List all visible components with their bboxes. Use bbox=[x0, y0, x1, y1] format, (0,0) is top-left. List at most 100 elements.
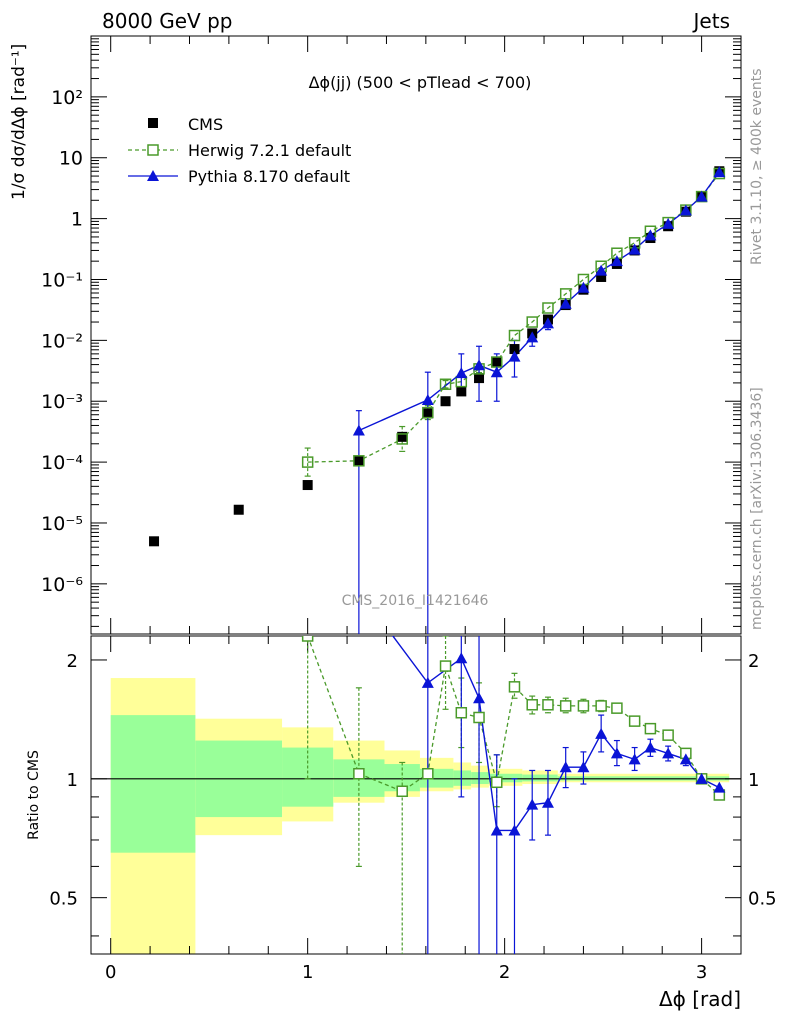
inner-band bbox=[522, 774, 558, 782]
x-axis-label: Δϕ [rad] bbox=[659, 987, 741, 1011]
herwig-ratio-point bbox=[301, 636, 314, 642]
herwig-point bbox=[422, 406, 434, 419]
pythia-ratio-point bbox=[490, 824, 503, 836]
legend-marker-herwig bbox=[147, 144, 159, 156]
inner-band bbox=[471, 772, 489, 785]
cms-point bbox=[596, 271, 607, 282]
ratio-tick-label-right: 2 bbox=[748, 651, 759, 672]
cms-point bbox=[353, 455, 364, 466]
pythia-ratio-point bbox=[595, 727, 608, 739]
herwig-point bbox=[396, 433, 408, 445]
herwig-point bbox=[455, 375, 468, 388]
herwig-ratio-point bbox=[526, 699, 538, 711]
process-label: Jets bbox=[692, 9, 730, 33]
x-tick-label: 1 bbox=[302, 962, 313, 983]
y-tick-label: 10⁻⁵ bbox=[41, 513, 83, 535]
cms-point bbox=[440, 396, 451, 407]
pythia-ratio-point bbox=[610, 747, 623, 759]
main-series bbox=[149, 166, 726, 634]
ratio-series bbox=[301, 636, 726, 954]
pythia-line bbox=[358, 171, 720, 432]
pythia-point bbox=[595, 264, 608, 276]
herwig-point bbox=[542, 302, 554, 314]
herwig-point bbox=[559, 288, 572, 300]
legend: CMS Herwig 7.2.1 default Pythia 8.170 de… bbox=[128, 115, 351, 186]
herwig-point bbox=[439, 378, 452, 391]
legend-label-cms: CMS bbox=[188, 115, 223, 134]
herwig-ratio-point bbox=[595, 700, 607, 712]
cms-point bbox=[509, 344, 520, 355]
pythia-ratio-point bbox=[679, 753, 692, 765]
legend-marker-pythia bbox=[147, 170, 159, 181]
pythia-ratio-point bbox=[644, 741, 657, 753]
ratio-axis-ticks bbox=[91, 636, 741, 954]
ratio-y-axis-label: Ratio to CMS bbox=[26, 750, 42, 840]
pythia-ratio-point bbox=[695, 772, 708, 784]
pythia-ratio-point bbox=[526, 798, 539, 810]
herwig-ratio-point bbox=[662, 729, 674, 741]
y-tick-label: 10⁻¹ bbox=[41, 269, 83, 291]
pythia-point bbox=[628, 243, 641, 255]
herwig-ratio-point bbox=[455, 707, 468, 719]
cms-point bbox=[302, 480, 313, 491]
ratio-tick-label: 2 bbox=[67, 651, 78, 672]
pythia-point bbox=[490, 366, 503, 378]
y-tick-label: 10⁻⁶ bbox=[41, 574, 83, 596]
herwig-ratio-point bbox=[473, 711, 485, 724]
collision-label: 8000 GeV pp bbox=[102, 9, 233, 33]
x-tick-label: 0 bbox=[105, 962, 116, 983]
pythia-point bbox=[541, 317, 554, 329]
herwig-ratio-point bbox=[353, 767, 365, 780]
inner-band bbox=[110, 715, 196, 853]
pythia-point bbox=[473, 359, 486, 371]
herwig-point bbox=[301, 456, 314, 468]
y-tick-label: 10² bbox=[51, 87, 83, 109]
pythia-point bbox=[352, 424, 365, 436]
cms-point bbox=[233, 504, 244, 515]
pythia-point bbox=[526, 331, 539, 343]
legend-label-pythia: Pythia 8.170 default bbox=[188, 167, 350, 186]
pythia-ratio-point bbox=[473, 692, 486, 704]
x-tick-label: 2 bbox=[499, 962, 510, 983]
pythia-point bbox=[644, 229, 657, 241]
legend-label-herwig: Herwig 7.2.1 default bbox=[188, 141, 351, 160]
pythia-point bbox=[662, 217, 675, 229]
herwig-ratio-point bbox=[396, 785, 408, 798]
y-tick-label: 10 bbox=[59, 148, 83, 170]
pythia-point bbox=[559, 297, 572, 309]
pythia-ratio-point bbox=[508, 824, 521, 836]
pythia-ratio-point bbox=[577, 761, 590, 773]
cms-point bbox=[491, 356, 502, 367]
herwig-point bbox=[491, 356, 503, 368]
herwig-point bbox=[508, 329, 521, 342]
pythia-ratio-point bbox=[541, 796, 554, 808]
cms-point bbox=[149, 536, 160, 547]
inner-band bbox=[488, 773, 523, 783]
herwig-ratio-point bbox=[491, 776, 503, 789]
x-tick-labels: 0 1 2 3 bbox=[105, 962, 707, 983]
ratio-tick-label: 1 bbox=[67, 770, 78, 791]
cms-point bbox=[422, 408, 433, 419]
herwig-ratio-point bbox=[508, 681, 521, 693]
chart-title: Δϕ(jj) (500 < pTlead < 700) bbox=[309, 73, 532, 92]
pythia-point bbox=[577, 281, 590, 293]
cms-point bbox=[456, 386, 467, 397]
ratio-tick-label-right: 0.5 bbox=[748, 889, 777, 910]
main-plot-frame bbox=[90, 35, 742, 635]
pythia-ratio-point bbox=[628, 753, 641, 765]
pythia-ratio-point bbox=[455, 652, 468, 664]
cms-point bbox=[397, 431, 408, 442]
herwig-ratio-point bbox=[559, 700, 572, 712]
herwig-ratio-point bbox=[611, 702, 623, 714]
x-tick-label: 3 bbox=[696, 962, 707, 983]
herwig-point bbox=[353, 455, 365, 467]
main-axis-ticks bbox=[91, 36, 741, 634]
y-tick-label: 10⁻² bbox=[41, 330, 83, 352]
cms-point bbox=[474, 373, 485, 384]
herwig-ratio-line bbox=[307, 636, 720, 796]
pythia-point bbox=[713, 166, 726, 178]
pythia-point bbox=[610, 255, 623, 267]
y-tick-labels: 10⁻⁶ 10⁻⁵ 10⁻⁴ 10⁻³ 10⁻² 10⁻¹ 1 10 10² bbox=[41, 87, 83, 596]
pythia-ratio-point bbox=[559, 761, 572, 773]
mcplots-label: mcplots.cern.ch [arXiv:1306.3436] bbox=[749, 387, 765, 630]
